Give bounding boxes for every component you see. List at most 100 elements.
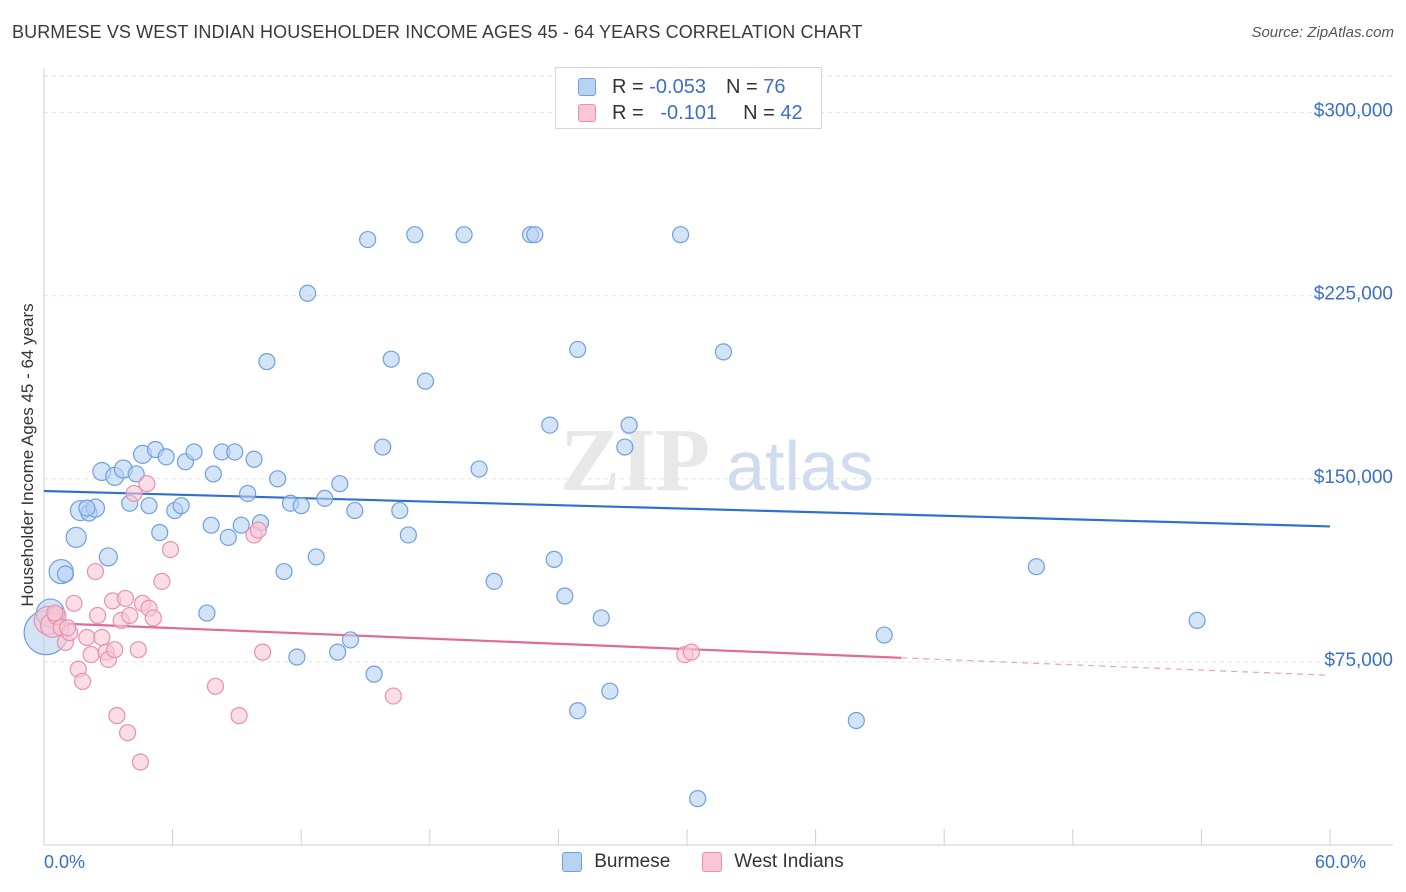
burmese-point [526, 226, 544, 244]
trend-line-burmese [43, 489, 1331, 528]
west-indian-point [125, 484, 143, 503]
burmese-point [485, 572, 503, 590]
burmese-point [689, 790, 707, 808]
burmese-point [847, 711, 865, 730]
burmese-point [232, 516, 250, 534]
burmese-point [601, 682, 619, 700]
west-indian-point [118, 724, 137, 742]
legend-item-west-indians: West Indians [702, 851, 844, 873]
burmese-point [329, 643, 347, 661]
west-indian-point [58, 619, 77, 637]
burmese-point [219, 528, 237, 547]
burmese-point [391, 501, 409, 520]
n-label: N = [743, 101, 775, 124]
west-indian-point [82, 645, 100, 664]
burmese-point [78, 499, 96, 517]
n-value-west-indians: 42 [780, 101, 803, 124]
west-indian-point [254, 643, 272, 661]
trend-line-west-indians [43, 621, 902, 659]
series-legend: Burmese West Indians [0, 851, 1406, 873]
burmese-point [359, 230, 377, 249]
x-tick-label-min: 0.0% [44, 852, 86, 872]
burmese-point [365, 665, 383, 683]
west-indian-point [106, 641, 124, 659]
burmese-point [1027, 558, 1045, 576]
x-tick-label-max: 60.0% [1314, 852, 1366, 872]
burmese-point [307, 548, 325, 566]
burmese-point [288, 648, 306, 666]
burmese-point [202, 516, 220, 534]
r-value-west-indians: -0.101 [660, 101, 718, 124]
burmese-point [316, 489, 334, 507]
burmese-point [98, 547, 118, 567]
west-indian-point [129, 641, 147, 659]
burmese-point [172, 497, 190, 515]
chart-title: BURMESE VS WEST INDIAN HOUSEHOLDER INCOM… [12, 22, 863, 42]
burmese-point [1188, 611, 1206, 630]
y-tick-labels: $300,000 $225,000 $150,000 $75,000 [1314, 101, 1393, 671]
burmese-point [275, 562, 293, 581]
burmese-point [56, 565, 75, 583]
west-indian-point [93, 628, 111, 647]
burmese-point [569, 702, 587, 720]
west-indian-point [153, 572, 171, 590]
legend-swatch-burmese [562, 852, 583, 872]
burmese-point [140, 497, 158, 515]
stats-row-burmese: R = -0.053 N = 76 [578, 75, 785, 99]
y-axis-label: Householder Income Ages 45 - 64 years [18, 303, 37, 607]
burmese-point [198, 604, 216, 622]
trend-line-west-indians-dashed [901, 657, 1331, 676]
west-indian-point [161, 541, 180, 559]
burmese-point [157, 448, 175, 466]
stats-legend: R = -0.053 N = 76 R = -0.101 N = 42 [555, 67, 822, 129]
watermark: ZIP atlas [560, 411, 874, 510]
stats-swatch-burmese [578, 78, 596, 96]
r-label: R = [612, 75, 644, 98]
burmese-point [416, 372, 435, 390]
burmese-point [226, 443, 244, 461]
burmese-point [455, 226, 473, 244]
y-tick-label: $75,000 [1324, 650, 1393, 671]
west-indian-point [206, 677, 225, 695]
burmese-point [269, 470, 287, 488]
burmese-point [258, 353, 276, 371]
burmese-point [592, 609, 610, 627]
west-indian-point [144, 609, 162, 627]
burmese-point [620, 416, 638, 434]
burmese-point [541, 416, 559, 434]
burmese-point [127, 465, 145, 483]
source-label: Source: ZipAtlas.com [1251, 24, 1394, 41]
west-indian-point [230, 707, 248, 725]
burmese-point [299, 284, 317, 302]
west-indian-point [249, 521, 267, 539]
y-tick-label: $150,000 [1314, 467, 1393, 488]
burmese-point [556, 587, 574, 605]
burmese-point [292, 497, 310, 515]
west-indian-point [384, 687, 402, 705]
burmese-point [185, 443, 203, 461]
west-indian-point [86, 562, 105, 581]
west-indian-point [65, 594, 83, 612]
burmese-point [239, 484, 257, 503]
burmese-point [569, 340, 587, 359]
burmese-point [470, 460, 488, 478]
burmese-point [245, 450, 263, 468]
stats-swatch-west-indians [578, 104, 596, 122]
burmese-point [545, 550, 563, 568]
west-indian-point [131, 753, 150, 771]
burmese-point [406, 226, 424, 244]
n-value-burmese: 76 [763, 75, 786, 98]
watermark-atlas: atlas [726, 427, 874, 505]
legend-label-west-indians: West Indians [734, 851, 844, 872]
burmese-point [671, 226, 690, 244]
burmese-point [204, 465, 222, 483]
west-indian-point [78, 628, 96, 647]
west-indian-point [138, 475, 156, 493]
legend-label-burmese: Burmese [594, 851, 671, 872]
west-indian-point [88, 606, 107, 625]
west-indian-point [121, 606, 139, 625]
west-indian-point [46, 604, 64, 622]
burmese-point [331, 475, 349, 493]
burmese-point [341, 631, 360, 649]
